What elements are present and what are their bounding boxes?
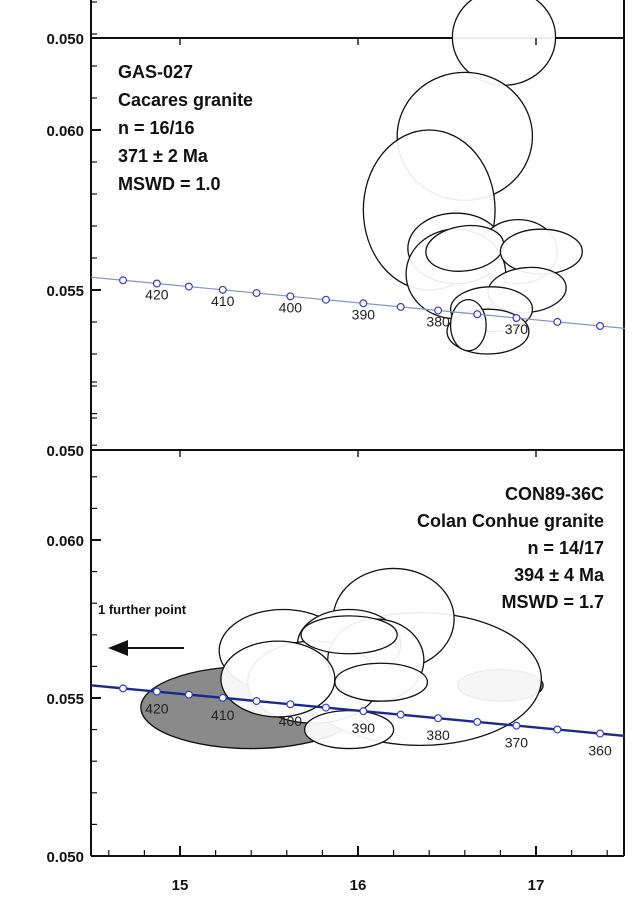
age-label: 420 xyxy=(145,701,169,717)
age-marker xyxy=(184,282,193,291)
age-result: 371 ± 2 Ma xyxy=(118,146,209,166)
age-marker xyxy=(286,292,295,301)
age-marker xyxy=(152,687,161,696)
mswd-value: MSWD = 1.0 xyxy=(118,174,221,194)
age-marker xyxy=(184,690,193,699)
sample-id: GAS-027 xyxy=(118,62,193,82)
age-marker xyxy=(252,697,261,706)
age-marker xyxy=(473,310,482,319)
age-marker xyxy=(359,707,368,716)
error-ellipse xyxy=(300,615,398,655)
rock-name: Cacares granite xyxy=(118,90,253,110)
age-marker xyxy=(434,714,443,723)
error-ellipse xyxy=(449,298,487,352)
age-marker xyxy=(512,721,521,730)
age-marker xyxy=(396,302,405,311)
age-label: 410 xyxy=(211,293,235,309)
sample-annotation-bottom: CON89-36C Colan Conhue granite n = 14/17… xyxy=(417,484,605,612)
error-ellipse xyxy=(220,640,336,718)
y-tick-label: 0.060 xyxy=(46,123,84,140)
panel-con89-36c: 420 410 400 390 380 370 360 0.050 0.055 0.060 15… xyxy=(46,381,626,894)
age-marker xyxy=(596,729,605,738)
age-marker xyxy=(553,317,562,326)
age-marker xyxy=(321,295,330,304)
top-edge-label: 0.050 xyxy=(46,31,84,48)
age-marker xyxy=(596,322,605,331)
age-marker xyxy=(252,289,261,298)
y-tick-label: 0.055 xyxy=(46,283,84,300)
age-label: 400 xyxy=(279,299,303,315)
age-label: 380 xyxy=(426,313,450,329)
sample-annotation-top: GAS-027 Cacares granite n = 16/16 371 ± … xyxy=(118,62,253,194)
age-marker xyxy=(119,684,128,693)
age-marker xyxy=(119,276,128,285)
age-label: 390 xyxy=(352,720,376,736)
arrow-left-icon xyxy=(108,640,184,656)
age-marker xyxy=(473,717,482,726)
error-ellipse xyxy=(499,228,583,275)
n-count: n = 14/17 xyxy=(527,538,604,558)
panel-gas-027: 0.050 420 410 400 390 380 370 0.050 0.055 0.060… xyxy=(46,0,626,460)
age-marker xyxy=(434,306,443,315)
age-label: 370 xyxy=(505,735,529,751)
x-ticks: 15 16 17 xyxy=(108,846,608,894)
ellipse-group-bottom xyxy=(140,567,544,750)
age-marker xyxy=(218,285,227,294)
age-label: 380 xyxy=(426,727,450,743)
age-label: 400 xyxy=(279,713,303,729)
sample-id: CON89-36C xyxy=(505,484,604,504)
age-marker xyxy=(286,700,295,709)
age-label: 420 xyxy=(145,287,169,303)
age-marker xyxy=(321,703,330,712)
age-result: 394 ± 4 Ma xyxy=(514,565,605,585)
age-marker xyxy=(512,313,521,322)
age-label: 390 xyxy=(352,306,376,322)
n-count: n = 16/16 xyxy=(118,118,195,138)
age-marker xyxy=(152,279,161,288)
concordia-line xyxy=(90,684,626,738)
y-ticks-top: 0.050 0.055 0.060 xyxy=(46,1,537,460)
rock-name: Colan Conhue granite xyxy=(417,511,604,531)
y-tick-label: 0.050 xyxy=(46,849,84,866)
age-marker xyxy=(218,693,227,702)
error-ellipse xyxy=(303,709,395,750)
age-label: 360 xyxy=(588,743,612,759)
x-tick-label: 15 xyxy=(172,877,189,894)
concordia-curve-top: 420 410 400 390 380 370 xyxy=(90,276,626,337)
y-tick-label: 0.050 xyxy=(46,443,84,460)
concordia-curve-bottom: 420 410 400 390 380 370 360 xyxy=(90,684,626,759)
y-tick-label: 0.060 xyxy=(46,533,84,550)
age-marker xyxy=(553,725,562,734)
error-ellipse xyxy=(334,662,429,702)
y-ticks-bottom: 0.050 0.055 0.060 xyxy=(46,381,537,866)
concordia-line xyxy=(90,276,626,329)
x-tick-label: 17 xyxy=(528,877,545,894)
further-point-note: 1 further point xyxy=(98,602,187,617)
age-marker xyxy=(359,299,368,308)
y-tick-label: 0.055 xyxy=(46,691,84,708)
age-label: 370 xyxy=(505,321,529,337)
ellipse-group-top xyxy=(362,0,583,355)
x-tick-label: 16 xyxy=(350,877,367,894)
mswd-value: MSWD = 1.7 xyxy=(501,592,604,612)
age-marker xyxy=(396,710,405,719)
age-label: 410 xyxy=(211,707,235,723)
